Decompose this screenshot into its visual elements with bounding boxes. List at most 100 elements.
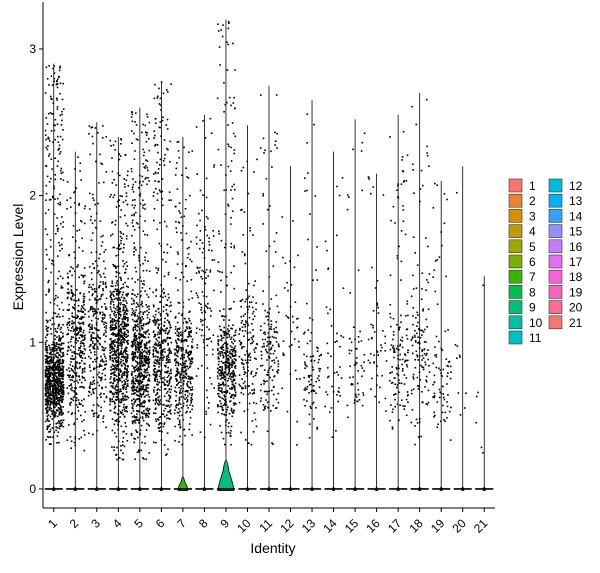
data-point xyxy=(202,120,204,122)
data-point xyxy=(111,320,114,323)
data-point xyxy=(138,404,140,406)
data-point xyxy=(48,375,51,378)
data-point xyxy=(334,341,336,343)
data-point xyxy=(199,247,201,250)
data-point xyxy=(121,409,124,411)
data-point xyxy=(247,354,249,356)
data-point xyxy=(136,386,138,389)
data-point xyxy=(60,412,62,415)
data-point xyxy=(118,309,120,311)
data-point xyxy=(120,209,122,211)
data-point xyxy=(118,400,120,402)
data-point xyxy=(125,313,128,316)
data-point xyxy=(135,211,137,214)
data-point xyxy=(217,344,220,346)
data-point xyxy=(116,446,118,449)
data-point xyxy=(175,316,177,318)
data-point xyxy=(202,341,205,344)
data-point xyxy=(209,423,212,426)
data-point xyxy=(229,170,232,172)
data-point xyxy=(132,351,134,353)
data-point xyxy=(80,354,83,357)
data-point xyxy=(145,159,147,161)
data-point xyxy=(175,400,177,402)
data-point xyxy=(232,338,235,341)
data-point xyxy=(167,349,170,351)
data-point xyxy=(153,391,155,393)
data-point xyxy=(54,353,56,356)
data-point xyxy=(204,228,207,231)
data-point xyxy=(152,304,155,306)
data-point xyxy=(112,354,115,356)
data-point xyxy=(57,399,59,402)
data-point xyxy=(185,397,188,399)
data-point xyxy=(153,173,155,175)
data-point xyxy=(157,388,159,390)
data-point xyxy=(56,315,59,318)
data-point xyxy=(255,372,257,374)
data-point xyxy=(93,199,95,201)
data-point xyxy=(158,381,161,384)
data-point xyxy=(168,400,171,403)
data-point xyxy=(79,386,81,388)
data-point xyxy=(53,129,56,132)
data-point xyxy=(148,305,150,308)
data-point xyxy=(113,328,116,331)
data-point xyxy=(268,348,271,351)
data-point xyxy=(140,334,143,336)
data-point xyxy=(141,316,143,318)
data-point xyxy=(188,246,190,249)
data-point xyxy=(223,394,225,397)
data-point xyxy=(120,287,123,289)
data-point xyxy=(78,403,81,406)
data-point xyxy=(273,330,276,333)
data-point xyxy=(148,425,151,427)
data-point xyxy=(156,370,158,373)
data-point xyxy=(116,392,118,394)
data-point xyxy=(184,330,186,333)
data-point xyxy=(227,347,229,350)
data-point xyxy=(115,393,118,395)
data-point xyxy=(241,320,243,322)
data-point xyxy=(252,234,254,236)
data-point xyxy=(187,253,190,255)
data-point xyxy=(110,285,112,287)
data-point xyxy=(58,270,60,273)
data-point xyxy=(221,383,224,385)
data-point xyxy=(256,343,258,346)
data-point xyxy=(152,349,155,351)
data-point xyxy=(75,342,78,344)
data-point xyxy=(143,347,146,349)
data-point xyxy=(131,371,133,373)
data-point xyxy=(112,340,115,342)
data-point xyxy=(186,336,189,338)
data-point xyxy=(256,368,259,370)
data-point xyxy=(53,380,56,382)
data-point xyxy=(233,349,236,352)
data-point xyxy=(206,396,209,399)
data-point xyxy=(233,372,235,374)
data-point xyxy=(72,370,74,372)
data-point xyxy=(208,240,210,243)
data-point xyxy=(125,356,127,358)
data-point xyxy=(274,350,276,352)
data-point xyxy=(222,346,224,348)
data-point xyxy=(180,346,182,349)
data-point xyxy=(115,361,118,363)
data-point xyxy=(141,388,143,390)
data-point xyxy=(266,341,269,343)
data-point xyxy=(226,101,228,104)
data-point xyxy=(228,366,230,369)
data-point xyxy=(127,318,129,321)
data-point xyxy=(201,269,203,272)
data-point xyxy=(90,338,93,340)
data-point xyxy=(56,372,59,374)
data-point xyxy=(112,393,114,396)
data-point xyxy=(93,267,96,269)
data-point xyxy=(156,333,159,336)
data-point xyxy=(144,414,147,416)
data-point xyxy=(183,428,186,431)
data-point xyxy=(166,380,168,382)
data-point xyxy=(116,382,119,384)
data-point xyxy=(183,376,185,379)
